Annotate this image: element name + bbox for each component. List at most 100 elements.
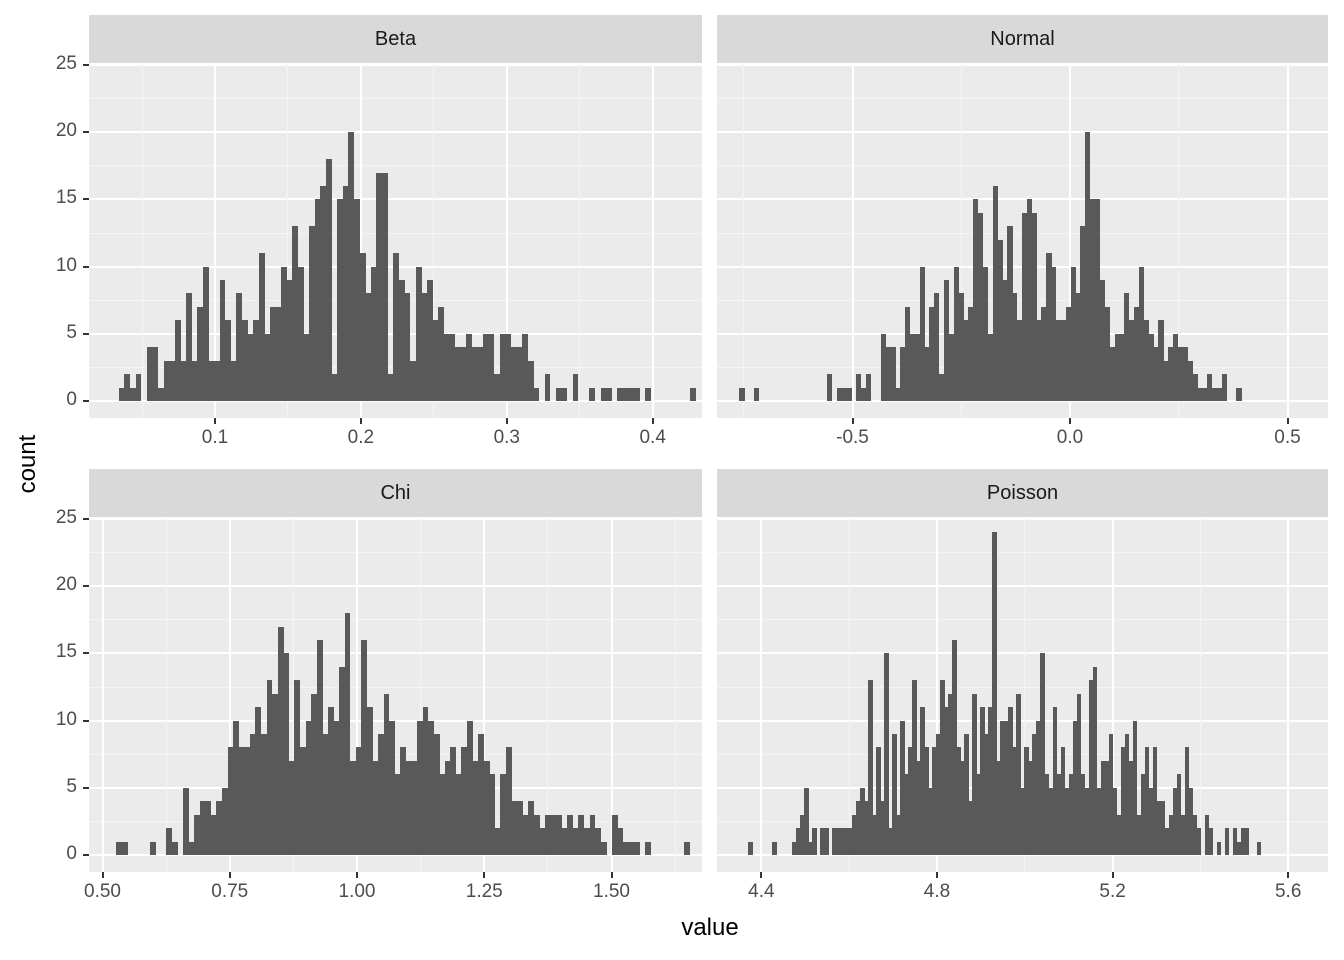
histogram-bar — [305, 720, 312, 855]
histogram-bar — [1140, 774, 1145, 855]
histogram-bar — [634, 841, 640, 855]
gridline-v — [851, 64, 854, 418]
histogram-bar — [286, 280, 293, 401]
histogram-bar — [832, 828, 837, 855]
histogram-bar — [754, 387, 760, 401]
gridline-h — [717, 165, 1328, 167]
histogram-bar — [824, 828, 829, 855]
x-tick — [610, 872, 613, 878]
histogram-bar — [1096, 787, 1101, 855]
histogram-bar — [393, 253, 400, 401]
histogram-bar — [432, 320, 439, 401]
histogram-bar — [450, 747, 457, 855]
histogram-bar — [410, 360, 416, 401]
gridline-v — [1287, 518, 1290, 872]
histogram-bar — [433, 734, 440, 855]
histogram-bar — [428, 720, 434, 855]
histogram-bar — [1032, 734, 1037, 855]
gridline-h — [89, 552, 702, 554]
histogram-bar — [1180, 814, 1185, 855]
histogram-bar — [1088, 680, 1093, 855]
histogram-bar — [244, 747, 251, 855]
histogram-bar — [180, 360, 187, 401]
histogram-bar — [1164, 828, 1169, 855]
histogram-bar — [1168, 814, 1173, 855]
histogram-bar — [511, 801, 518, 855]
histogram-bar — [916, 760, 921, 855]
histogram-bar — [188, 841, 195, 855]
histogram-bar — [905, 306, 911, 401]
x-tick-label: 0.3 — [493, 427, 520, 448]
histogram-bar — [149, 841, 156, 855]
histogram-bar — [792, 841, 797, 855]
histogram-bar — [589, 814, 596, 855]
gridline-v — [214, 64, 216, 418]
histogram-bar — [1176, 774, 1181, 855]
gridline-v — [1199, 518, 1201, 872]
gridline-h — [89, 686, 702, 688]
histogram-bar — [846, 387, 852, 401]
histogram-bar — [896, 814, 901, 855]
histogram-bar — [968, 306, 974, 401]
histogram-bar — [255, 707, 262, 855]
gridline-h — [717, 518, 1328, 520]
histogram-bar — [561, 387, 568, 401]
histogram-bar — [920, 707, 925, 855]
x-tick-label: 5.2 — [1099, 881, 1126, 902]
y-tick-label: 10 — [55, 254, 77, 276]
histogram-bar — [1182, 347, 1188, 401]
histogram-bar — [958, 293, 964, 401]
histogram-bar — [438, 306, 444, 401]
histogram-bar — [171, 841, 178, 855]
histogram-bar — [1084, 787, 1089, 855]
histogram-bar — [482, 333, 489, 401]
histogram-bar — [890, 347, 896, 401]
histogram-bar — [311, 693, 317, 855]
histogram-bar — [272, 693, 279, 855]
histogram-bar — [544, 374, 551, 401]
gridline-h — [89, 753, 702, 755]
gridline-v — [228, 518, 231, 872]
histogram-bar — [1236, 841, 1241, 855]
histogram-bar — [772, 841, 777, 855]
histogram-bar — [249, 734, 256, 855]
histogram-bar — [622, 841, 629, 855]
gridline-v — [1286, 64, 1289, 418]
histogram-bar — [174, 320, 181, 401]
histogram-bar — [796, 828, 801, 855]
histogram-bar — [739, 387, 745, 401]
histogram-bar — [595, 828, 601, 855]
histogram-bar — [836, 828, 841, 855]
histogram-bar — [1020, 787, 1025, 855]
histogram-bar — [884, 653, 889, 855]
x-tick-label: 1.50 — [593, 881, 630, 902]
histogram-bar — [510, 347, 517, 401]
gridline-v — [848, 518, 850, 872]
y-tick — [83, 652, 89, 655]
histogram-bar — [416, 720, 423, 855]
histogram-bar — [460, 347, 467, 401]
gridline-h — [717, 719, 1328, 722]
histogram-bar — [1068, 774, 1073, 855]
histogram-bar — [359, 253, 366, 401]
histogram-bar — [808, 841, 813, 855]
histogram-bar — [976, 774, 981, 855]
y-axis-title: count — [14, 434, 41, 494]
histogram-bar — [1134, 306, 1140, 401]
histogram-bar — [841, 387, 847, 401]
histogram-bar — [1224, 828, 1229, 855]
histogram-bar — [471, 347, 478, 401]
histogram-bar — [1041, 306, 1047, 401]
histogram-bar — [494, 374, 500, 401]
x-tick — [228, 872, 231, 878]
y-tick-label: 20 — [55, 574, 77, 596]
histogram-bar — [208, 360, 215, 401]
histogram-bar — [527, 360, 534, 401]
histogram-bar — [1129, 320, 1135, 401]
histogram-bar — [840, 828, 845, 855]
histogram-bar — [983, 266, 989, 401]
histogram-bar — [1236, 387, 1242, 401]
histogram-bar — [157, 387, 164, 401]
histogram-bar — [988, 707, 993, 855]
histogram-bar — [1076, 693, 1081, 855]
